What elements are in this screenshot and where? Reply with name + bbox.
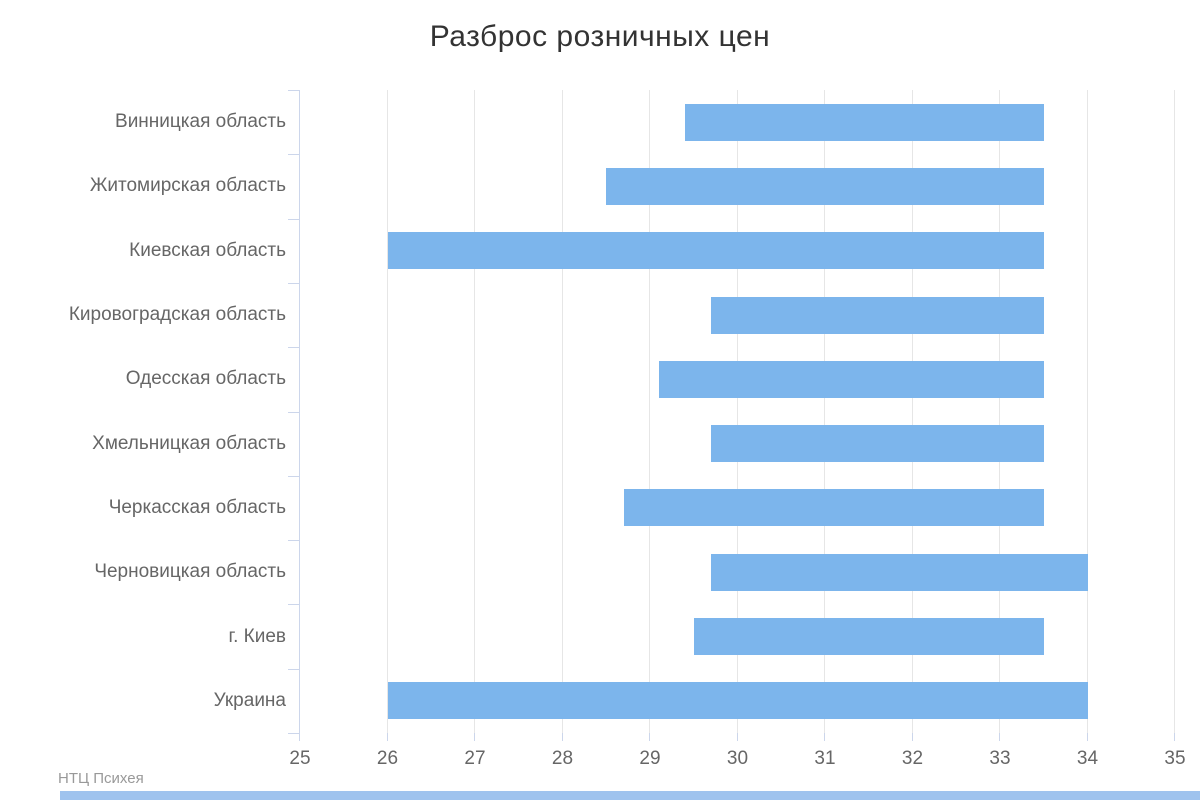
chart-title: Разброс розничных цен [429, 20, 771, 53]
grid-line [824, 90, 825, 733]
category-axis-line [299, 90, 300, 733]
price-range-bar[interactable] [387, 232, 1044, 270]
category-label: Житомирская область [89, 175, 286, 197]
price-range-bar[interactable] [606, 167, 1044, 205]
value-axis-label: 28 [551, 748, 574, 769]
value-axis-label: 29 [639, 748, 661, 769]
grid-line [649, 90, 650, 733]
category-axis-tick [288, 218, 299, 220]
value-axis-tick [561, 733, 563, 741]
value-axis-tick [1086, 733, 1088, 741]
value-axis-label: 30 [726, 748, 749, 769]
category-axis-tick [288, 154, 299, 156]
price-range-bar[interactable] [685, 103, 1044, 141]
category-label: Черкасская область [108, 496, 286, 518]
category-label: Украина [213, 689, 286, 711]
value-axis-label: 27 [464, 748, 486, 769]
price-range-bar[interactable] [711, 425, 1044, 463]
value-axis-tick [386, 733, 388, 741]
category-label: г. Киев [228, 625, 286, 647]
category-label: Винницкая область [115, 111, 286, 133]
category-axis-tick [288, 540, 299, 542]
category-axis-tick [288, 411, 299, 413]
value-axis-label: 33 [989, 748, 1011, 769]
category-label: Хмельницкая область [92, 432, 286, 454]
price-range-bar[interactable] [658, 360, 1044, 398]
value-axis-label: 26 [376, 748, 399, 769]
value-axis-label: 31 [814, 748, 836, 769]
value-axis-tick [474, 733, 475, 741]
category-label: Кировоградская область [68, 304, 286, 326]
bottom-strip [60, 791, 1200, 800]
category-axis-tick [288, 668, 299, 670]
category-axis-tick [288, 475, 299, 477]
grid-line [561, 90, 563, 733]
category-axis-tick [288, 733, 299, 734]
grid-line [474, 90, 475, 733]
price-range-bar[interactable] [711, 296, 1044, 334]
value-axis-tick [824, 733, 825, 741]
value-axis-tick [911, 733, 913, 741]
price-range-bar[interactable] [693, 618, 1044, 656]
grid-line [736, 90, 738, 733]
category-axis-tick [288, 90, 299, 91]
plot-area [288, 90, 1175, 741]
grid-line [911, 90, 913, 733]
value-axis-label: 34 [1076, 748, 1099, 769]
value-axis-tick [736, 733, 738, 741]
grid-line [1086, 90, 1088, 733]
value-axis-label: 35 [1164, 748, 1186, 769]
value-axis-label: 32 [901, 748, 924, 769]
category-axis-tick [288, 347, 299, 349]
value-axis-tick [1174, 733, 1175, 741]
credits-label[interactable]: НТЦ Психея [58, 770, 144, 787]
category-label: Одесская область [125, 368, 286, 390]
price-range-bar[interactable] [711, 553, 1088, 591]
category-axis-tick [288, 282, 299, 284]
value-axis-tick [299, 733, 300, 741]
value-axis-tick [649, 733, 650, 741]
value-axis-tick [999, 733, 1000, 741]
price-range-bar[interactable] [623, 489, 1044, 527]
grid-line [386, 90, 388, 733]
grid-line [1174, 90, 1175, 733]
category-axis-tick [288, 604, 299, 606]
value-axis-label: 25 [289, 748, 311, 769]
grid-line [999, 90, 1000, 733]
price-range-bar[interactable] [387, 682, 1088, 720]
category-label: Черновицкая область [94, 561, 286, 583]
category-label: Киевская область [129, 239, 286, 261]
